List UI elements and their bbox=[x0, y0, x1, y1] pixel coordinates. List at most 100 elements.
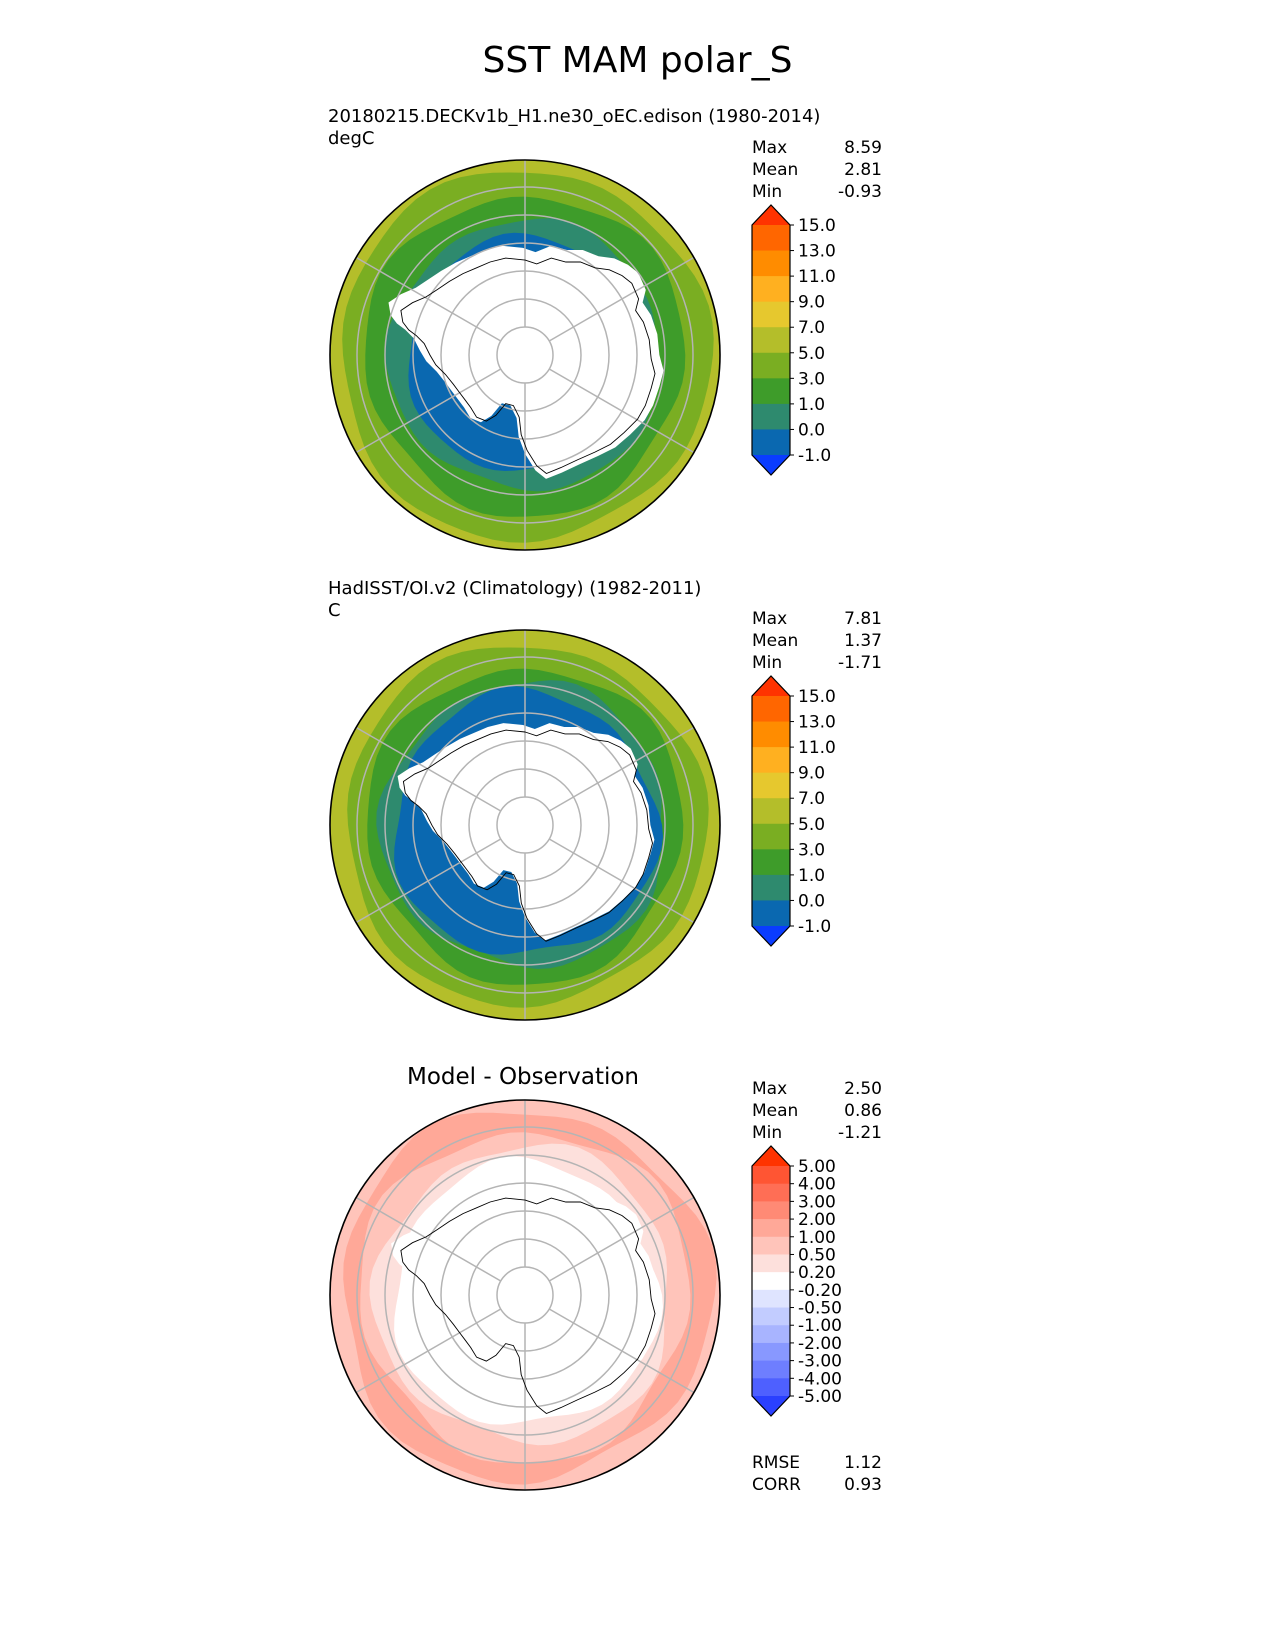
stat-min-value: -1.21 bbox=[838, 1123, 882, 1143]
coastline bbox=[402, 729, 653, 942]
antarctica-land bbox=[395, 1191, 657, 1413]
colorbar-tick-label: 0.0 bbox=[798, 420, 825, 440]
colorbar-bottom-extend bbox=[752, 926, 790, 946]
panel-1-dataset: 20180215.DECKv1b_H1.ne30_oEC.edison (198… bbox=[328, 106, 821, 127]
colorbar-swatch bbox=[752, 1183, 790, 1202]
colorbar-swatch bbox=[752, 1360, 790, 1379]
stat-mean-label: Mean bbox=[752, 631, 799, 651]
panel-3-extra-stats: RMSE 1.12 CORR 0.93 bbox=[752, 1452, 882, 1496]
colorbar-swatch bbox=[752, 1325, 790, 1344]
panel-3-title: Model - Observation bbox=[406, 1064, 640, 1090]
colorbar-tick-label: 7.0 bbox=[798, 789, 825, 809]
colorbar-tick-label: 5.0 bbox=[798, 344, 825, 364]
panel-2-colorbar: 15.0 13.0 11.0 9.0 7.0 5.0 3.0 1.0 0.0 -1.0 bbox=[751, 675, 836, 947]
panel-2-title: HadISST/OI.v2 (Climatology) (1982-2011) … bbox=[328, 578, 701, 622]
stat-max-value: 8.59 bbox=[844, 138, 882, 158]
panel-2-stats: Max 7.81 Mean 1.37 Min -1.71 bbox=[752, 608, 882, 674]
stat-min-label: Min bbox=[752, 1123, 783, 1143]
stat-mean-label: Mean bbox=[752, 1101, 799, 1121]
meridian-line bbox=[355, 1196, 502, 1282]
stat-min-label: Min bbox=[752, 182, 783, 202]
colorbar-tick-label: 2.00 bbox=[798, 1210, 836, 1230]
stat-mean-label: Mean bbox=[752, 160, 799, 180]
colorbar-swatch bbox=[752, 1272, 790, 1291]
colorbar-tick-label: -1.00 bbox=[798, 1316, 842, 1336]
colorbar-tick-label: 3.0 bbox=[798, 840, 825, 860]
panel-1-map bbox=[329, 159, 721, 551]
panel-1-units: degC bbox=[328, 128, 375, 149]
panel-3-colorbar: 5.004.003.002.001.000.500.20-0.20-0.50-1… bbox=[751, 1145, 842, 1417]
colorbar-swatch bbox=[752, 772, 790, 799]
stat-min-value: -0.93 bbox=[838, 182, 882, 202]
colorbar-tick-label: 4.00 bbox=[798, 1175, 836, 1195]
colorbar-tick-label: 0.50 bbox=[798, 1245, 836, 1265]
colorbar-swatch bbox=[752, 721, 790, 748]
colorbar-swatch bbox=[752, 1342, 790, 1362]
colorbar-swatch bbox=[752, 798, 790, 825]
meridian-line bbox=[548, 368, 695, 454]
stat-corr-label: CORR bbox=[752, 1475, 801, 1495]
colorbar-tick-label: 5.0 bbox=[798, 815, 825, 835]
colorbar-swatch bbox=[752, 874, 790, 901]
coastline bbox=[400, 257, 656, 475]
meridian-line bbox=[355, 726, 502, 812]
panel-3-map bbox=[329, 1099, 721, 1491]
colorbar-top-extend bbox=[752, 1146, 790, 1166]
meridian-line bbox=[355, 256, 502, 342]
colorbar-swatch bbox=[752, 1201, 790, 1220]
colorbar-tick-label: -5.00 bbox=[798, 1387, 842, 1407]
antarctica-land bbox=[395, 251, 657, 473]
colorbar-tick-label: 13.0 bbox=[798, 713, 836, 733]
meridian-line bbox=[355, 838, 502, 924]
colorbar-tick-label: 15.0 bbox=[798, 216, 836, 236]
colorbar-tick-label: 7.0 bbox=[798, 318, 825, 338]
colorbar-tick-label: 11.0 bbox=[798, 267, 836, 287]
colorbar-tick-label: 13.0 bbox=[798, 242, 836, 262]
colorbar-tick-label: 9.0 bbox=[798, 293, 825, 313]
panel-3-stats: Max 2.50 Mean 0.86 Min -1.21 bbox=[752, 1078, 882, 1144]
panel-1-stats: Max 8.59 Mean 2.81 Min -0.93 bbox=[752, 137, 882, 203]
colorbar-swatch bbox=[752, 747, 790, 774]
colorbar-tick-label: 1.0 bbox=[798, 866, 825, 886]
panel-2-map bbox=[329, 629, 721, 1021]
panel-2-units: C bbox=[328, 600, 341, 621]
meridian-line bbox=[548, 256, 695, 342]
stat-min-label: Min bbox=[752, 653, 783, 673]
colorbar-swatch bbox=[752, 1166, 790, 1185]
coastline bbox=[400, 1197, 656, 1415]
stat-max-label: Max bbox=[752, 138, 788, 158]
panel-2-dataset: HadISST/OI.v2 (Climatology) (1982-2011) bbox=[328, 578, 702, 599]
colorbar-tick-label: -4.00 bbox=[798, 1369, 842, 1389]
panel-1-title: 20180215.DECKv1b_H1.ne30_oEC.edison (198… bbox=[328, 106, 820, 150]
colorbar-tick-label: 0.20 bbox=[798, 1263, 836, 1283]
colorbar-swatch bbox=[752, 823, 790, 850]
stat-max-value: 7.81 bbox=[844, 609, 882, 629]
colorbar-tick-label: -1.0 bbox=[798, 917, 831, 937]
stat-max-label: Max bbox=[752, 609, 788, 629]
colorbar-swatch bbox=[752, 1254, 790, 1273]
colorbar-swatch bbox=[752, 276, 790, 303]
colorbar-tick-label: 5.00 bbox=[798, 1157, 836, 1177]
colorbar-tick-label: 11.0 bbox=[798, 738, 836, 758]
stat-corr-value: 0.93 bbox=[844, 1475, 882, 1495]
colorbar-tick-label: 3.0 bbox=[798, 369, 825, 389]
colorbar-swatch bbox=[752, 403, 790, 430]
meridian-line bbox=[548, 726, 695, 812]
colorbar-swatch bbox=[752, 1307, 790, 1326]
colorbar-swatch bbox=[752, 225, 790, 252]
colorbar-swatch bbox=[752, 1236, 790, 1255]
panel-1-colorbar: 15.0 13.0 11.0 9.0 7.0 5.0 3.0 1.0 0.0 -1.0 bbox=[751, 204, 836, 476]
stat-max-label: Max bbox=[752, 1079, 788, 1099]
colorbar-bottom-extend bbox=[752, 455, 790, 475]
colorbar-swatch bbox=[752, 301, 790, 328]
map-boundary bbox=[329, 1099, 721, 1491]
colorbar-top-extend bbox=[752, 676, 790, 696]
antarctica-land bbox=[397, 723, 655, 941]
colorbar-swatch bbox=[752, 250, 790, 277]
meridian-line bbox=[548, 838, 695, 924]
map-boundary bbox=[329, 159, 721, 551]
stat-min-value: -1.71 bbox=[838, 653, 882, 673]
figure-title: SST MAM polar_S bbox=[482, 40, 793, 81]
meridian-line bbox=[548, 1308, 695, 1394]
colorbar-swatch bbox=[752, 429, 790, 456]
